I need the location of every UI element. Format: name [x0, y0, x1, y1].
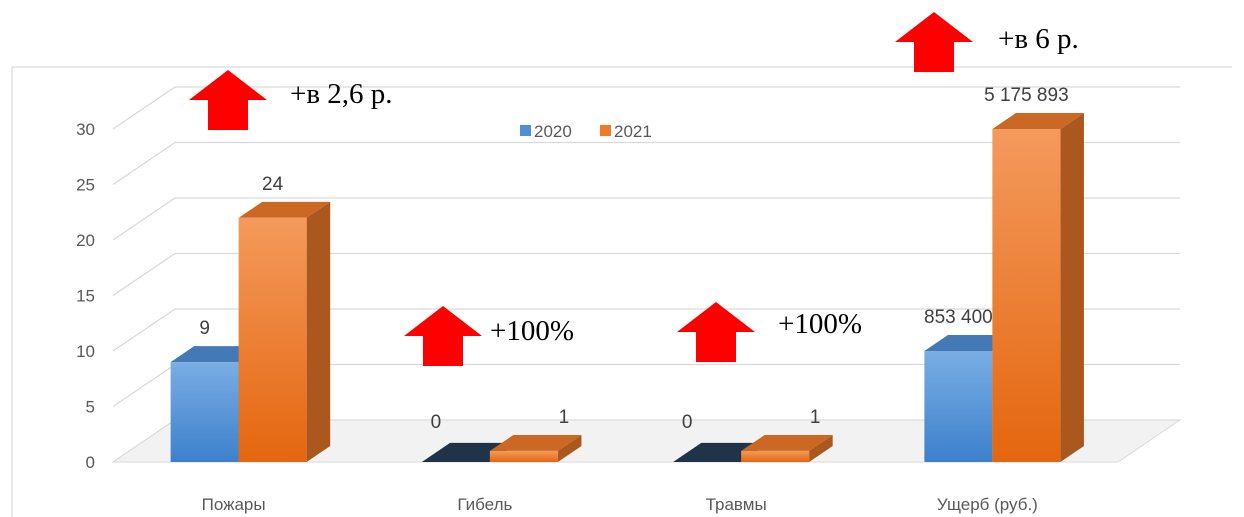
bar-side: [1060, 113, 1084, 462]
data-label: 0: [431, 412, 442, 433]
data-label: 9: [199, 318, 210, 339]
bar-side: [557, 434, 582, 462]
legend-label: 2020: [534, 122, 572, 141]
data-label: 0: [682, 412, 693, 433]
bar-2021-2: [741, 434, 833, 462]
bar-2021-1: [489, 434, 582, 462]
bar-2021-0: [238, 201, 331, 462]
bar-front: [170, 362, 239, 462]
y-tick-label: 0: [86, 453, 95, 472]
data-label: 853 400: [924, 307, 993, 328]
red-up-arrow-icon: [404, 306, 482, 366]
y-tick-label: 5: [86, 398, 95, 417]
x-tick-label: Пожары: [202, 495, 266, 514]
legend-swatch: [600, 125, 611, 136]
bar-top: [489, 434, 582, 451]
legend-label: 2021: [614, 122, 652, 141]
red-up-arrow-icon: [677, 302, 755, 362]
annotation-text: +100%: [778, 308, 862, 340]
legend: 2020 2021: [520, 122, 652, 141]
annotation-text: +100%: [490, 315, 574, 347]
bar-2021-3: [992, 113, 1084, 462]
data-label: 1: [810, 407, 821, 428]
annotation-text: +в 2,6 р.: [290, 78, 393, 110]
bar-front: [992, 129, 1061, 462]
y-tick-label: 20: [76, 231, 95, 250]
gridline-side: [112, 197, 176, 241]
data-label: 5 175 893: [984, 85, 1069, 106]
gridline-side: [112, 364, 176, 407]
gridline-side: [112, 308, 176, 352]
chart-floor: [111, 419, 1182, 463]
y-tick-label: 30: [76, 120, 95, 139]
bar-top: [741, 434, 833, 451]
data-label: 1: [559, 407, 570, 428]
gridline-side: [112, 142, 176, 185]
y-tick-label: 25: [76, 176, 95, 195]
annotation-text: +в 6 р.: [998, 23, 1079, 55]
bar-front: [489, 450, 558, 462]
red-up-arrow-icon: [189, 70, 267, 130]
bar-front: [924, 351, 993, 462]
x-tick-label: Травмы: [706, 495, 767, 514]
x-tick-label: Гибель: [457, 495, 512, 514]
bar-side: [809, 434, 833, 462]
bar-front: [741, 450, 810, 462]
x-tick-label: Ущерб (руб.): [937, 495, 1038, 514]
data-label: 24: [262, 174, 284, 195]
red-up-arrow-icon: [895, 12, 973, 72]
bar-top: [238, 201, 331, 218]
bar-front: [238, 217, 307, 462]
y-tick-label: 15: [76, 287, 95, 306]
bar-top: [992, 113, 1084, 129]
y-tick-label: 10: [76, 342, 95, 361]
gridline-side: [112, 86, 176, 130]
legend-swatch: [520, 125, 531, 136]
gridline-side: [112, 253, 176, 296]
bar-side: [306, 201, 331, 462]
